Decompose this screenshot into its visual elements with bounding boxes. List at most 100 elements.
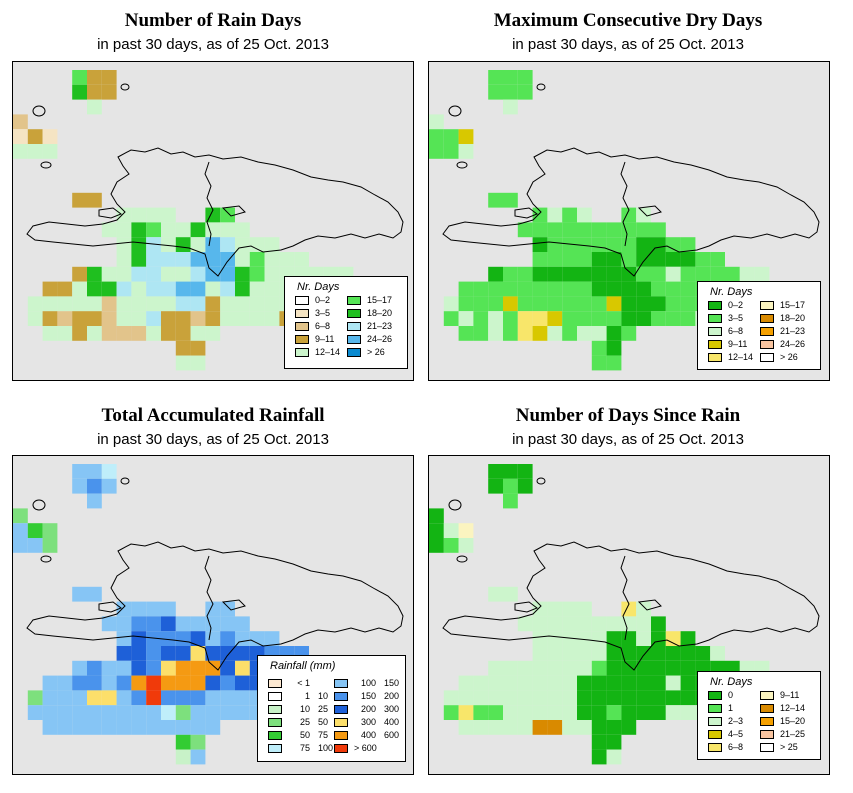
grid-cell: [488, 84, 503, 100]
grid-cell: [175, 311, 191, 326]
grid-cell: [175, 660, 191, 676]
outline-path: [26, 541, 404, 671]
grid-cell: [517, 675, 533, 691]
legend-swatch: [347, 335, 361, 345]
grid-cell: [72, 326, 87, 341]
grid-cell: [429, 538, 444, 553]
grid-cell: [161, 311, 176, 326]
grid-cell: [532, 646, 548, 661]
legend-swatch: [708, 730, 722, 740]
grid-cell: [57, 675, 73, 691]
grid-cell: [161, 237, 176, 252]
grid-cell: [146, 720, 161, 735]
grid-cell: [458, 296, 474, 312]
grid-cell: [220, 252, 235, 267]
grid-cell: [636, 601, 651, 617]
outline-path: [442, 147, 820, 277]
grid-cell: [636, 311, 651, 326]
grid-cell: [665, 660, 681, 676]
legend-swatch: [295, 322, 309, 332]
grid-cell: [621, 296, 637, 312]
grid-cell: [710, 266, 725, 282]
legend-item: 9–11: [760, 690, 799, 701]
grid-cell: [651, 660, 666, 676]
grid-cell: [116, 631, 132, 646]
grid-cell: [443, 144, 459, 159]
grid-cell: [503, 660, 518, 676]
island-outline: [40, 161, 52, 169]
grid-cell: [429, 523, 444, 538]
grid-cell: [220, 631, 235, 646]
coastline: [26, 83, 404, 277]
grid-cell: [532, 675, 548, 691]
grid-cell: [205, 616, 221, 632]
grid-cell: [190, 646, 206, 661]
legend-label: 200: [360, 704, 376, 715]
grid-cell: [161, 616, 176, 632]
grid-cell: [488, 660, 503, 676]
island-outline: [32, 105, 46, 117]
grid-cell: [101, 70, 117, 85]
grid-cell: [680, 705, 696, 720]
grid-cell: [205, 326, 221, 341]
grid-cell: [651, 690, 666, 706]
grid-cell: [680, 675, 696, 691]
legend-swatch: [708, 327, 722, 337]
grid-cell: [190, 734, 206, 750]
grid-cell: [517, 478, 533, 494]
grid-cell: [249, 311, 265, 326]
grid-cell: [13, 538, 28, 553]
grid-cell: [57, 705, 73, 720]
grid-cell: [443, 690, 459, 706]
legend-swatch: [347, 296, 361, 306]
legend-label: 2–3: [728, 716, 744, 727]
legend-label: 25: [299, 717, 310, 728]
grid-cell: [249, 296, 265, 312]
island-outline: [536, 477, 546, 485]
grid-cell: [101, 222, 117, 238]
grid-cell: [190, 222, 206, 238]
grid-cell: [175, 734, 191, 750]
legend-item: 50 75: [268, 730, 328, 741]
grid-cell: [503, 326, 518, 341]
legend-swatch: [708, 340, 722, 350]
legend-swatch: [334, 705, 348, 715]
legend-label: 150: [360, 691, 376, 702]
legend-label: 400: [384, 717, 400, 728]
panel-title: Maximum Consecutive Dry Days: [493, 10, 763, 31]
grid-cell: [72, 84, 87, 100]
legend-swatch: [295, 296, 309, 306]
grid-cell: [116, 646, 132, 661]
outline-path: [442, 541, 820, 671]
grid-cell: [636, 616, 651, 632]
grid-cell: [562, 660, 577, 676]
grid-cell: [547, 690, 563, 706]
grid-cell: [636, 266, 651, 282]
grid-cell: [264, 281, 280, 297]
grid-cell: [562, 631, 577, 646]
grid-cell: [190, 690, 206, 706]
grid-cell: [146, 296, 161, 312]
grid-cell: [517, 311, 533, 326]
grid-cell: [101, 326, 117, 341]
coastline: [442, 477, 820, 671]
grid-cell: [131, 646, 147, 661]
grid-cell: [220, 281, 235, 297]
grid-cell: [146, 705, 161, 720]
grid-cell: [235, 296, 250, 312]
legend-label: 9–11: [728, 339, 748, 350]
grid-cell: [101, 720, 117, 735]
grid-cell: [547, 237, 563, 252]
grid-cell: [235, 646, 250, 661]
legend-label: 3–5: [315, 308, 331, 319]
grid-cell: [458, 129, 474, 144]
grid-cell: [131, 616, 147, 632]
grid-cell: [577, 690, 592, 706]
legend-item: 9–11: [295, 334, 334, 345]
grid-cell: [146, 311, 161, 326]
grid-cell: [651, 675, 666, 691]
grid-cell: [57, 311, 73, 326]
grid-cell: [264, 266, 280, 282]
grid-cell: [116, 675, 132, 691]
legend-item: 12–14: [295, 347, 340, 358]
